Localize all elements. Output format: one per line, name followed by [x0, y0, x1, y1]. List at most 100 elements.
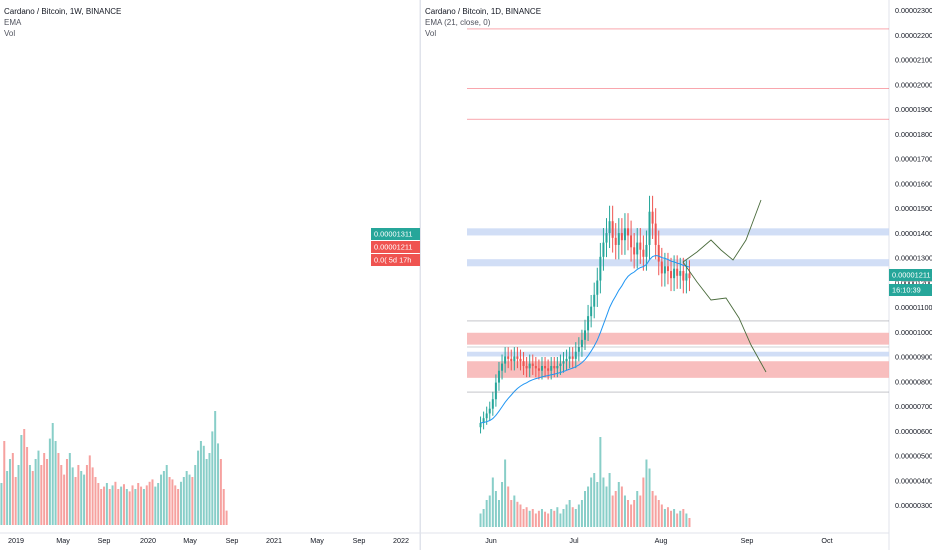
candle-body — [679, 271, 682, 276]
volume-bar — [28, 465, 31, 525]
volume-bar — [648, 468, 651, 527]
volume-bar — [627, 500, 630, 527]
volume-bar — [673, 509, 676, 527]
support-zone — [467, 259, 889, 267]
volume-bar — [676, 513, 679, 527]
candle-body — [593, 294, 596, 307]
volume-bar — [660, 504, 663, 527]
volume-bar — [504, 459, 507, 527]
volume-bar — [630, 504, 633, 527]
price-tick-label: 0.00000300 — [895, 501, 932, 510]
price-tick-label: 0.00000600 — [895, 427, 932, 436]
volume-bar — [148, 481, 151, 525]
volume-bar — [497, 500, 500, 527]
volume-bar — [188, 474, 191, 525]
volume-bar — [137, 483, 140, 525]
volume-bar — [645, 459, 648, 527]
volume-bar — [507, 486, 510, 527]
volume-bar — [494, 491, 497, 527]
volume-bar — [525, 507, 528, 527]
time-tick-label: 2020 — [140, 536, 156, 545]
price-tick-label: 0.00000400 — [895, 476, 932, 485]
daily-chart-title: Cardano / Bitcoin, 1D, BINANCE — [425, 7, 542, 16]
time-tick-label: 2022 — [393, 536, 409, 545]
daily-chart-pane[interactable]: 0.00002300 0.00002200 0.00002100 0.00002000… — [421, 0, 932, 550]
candle-body — [519, 358, 522, 362]
volume-bar — [491, 477, 494, 527]
volume-bar — [587, 486, 590, 527]
resistance-zone — [467, 332, 889, 345]
volume-bar — [682, 509, 685, 527]
candle-body — [540, 365, 543, 371]
price-tag — [371, 228, 420, 240]
candle-body — [550, 365, 553, 371]
candle-body — [528, 363, 531, 369]
volume-bar — [556, 507, 559, 527]
price-tick-label: 0.00002000 — [895, 80, 932, 89]
time-tick-label: Aug — [655, 536, 668, 545]
pane-divider[interactable] — [420, 0, 421, 550]
candle-body — [599, 256, 602, 281]
volume-bar — [528, 510, 531, 527]
time-tick-label: Jun — [485, 536, 497, 545]
price-tick-label: 0.00001500 — [895, 204, 932, 213]
bearish-projection-path — [682, 261, 767, 373]
price-tag-label: 0.00001211 — [374, 243, 413, 252]
price-tag-label: 0.00001211 — [892, 271, 931, 280]
volume-bar — [46, 459, 49, 525]
volume-bar — [510, 500, 513, 527]
volume-bar — [177, 489, 180, 525]
price-tick-label: 0.00001400 — [895, 229, 932, 238]
volume-bar — [633, 500, 636, 527]
bullish-projection-path — [682, 199, 762, 263]
time-tick-label: Sep — [226, 536, 239, 545]
volume-bar — [577, 504, 580, 527]
volume-bar — [77, 465, 80, 525]
candle-body — [507, 356, 510, 359]
price-tag — [371, 254, 420, 266]
weekly-chart-pane[interactable]: 0.000032000.000030000.000028000.00002600… — [0, 0, 420, 550]
candle-body — [584, 330, 586, 340]
candle-body — [682, 271, 685, 281]
volume-bar — [534, 513, 537, 527]
candle-body — [580, 339, 583, 347]
volume-bar — [105, 483, 108, 525]
volume-bar — [219, 459, 222, 525]
volume-bar — [544, 511, 547, 527]
weekly-vol-label: Vol — [4, 29, 16, 38]
volume-bar — [26, 447, 29, 525]
volume-bar — [85, 465, 88, 525]
volume-bar — [14, 477, 17, 525]
volume-bar — [37, 450, 40, 525]
candle-body — [590, 306, 593, 317]
price-tick-label: 0.00001000 — [895, 328, 932, 337]
weekly-chart-canvas[interactable]: 0.000032000.000030000.000028000.00002600… — [0, 0, 420, 550]
candle-body — [685, 273, 688, 281]
volume-bar — [168, 477, 171, 525]
volume-bar — [74, 477, 77, 525]
candle-body — [639, 242, 642, 250]
candle-body — [651, 211, 654, 224]
volume-bar — [162, 471, 165, 525]
volume-bar — [103, 486, 106, 525]
volume-bar — [614, 491, 617, 527]
volume-bar — [6, 471, 9, 525]
ema-line — [480, 254, 690, 424]
volume-bar — [642, 477, 645, 527]
candle-body — [556, 365, 559, 369]
volume-bar — [670, 510, 673, 527]
candle-body — [611, 221, 614, 238]
volume-bar — [688, 518, 691, 527]
volume-bar — [225, 510, 228, 525]
candle-body — [605, 233, 608, 243]
candle-body — [666, 266, 669, 272]
volume-bar — [501, 482, 504, 527]
candle-body — [602, 242, 605, 257]
volume-bar — [685, 513, 688, 527]
candle-body — [673, 268, 676, 279]
volume-bar — [111, 485, 114, 525]
weekly-chart-title: Cardano / Bitcoin, 1W, BINANCE — [4, 7, 122, 16]
candle-body — [670, 271, 673, 279]
volume-bar — [620, 486, 623, 527]
daily-chart-canvas[interactable]: 0.00002300 0.00002200 0.00002100 0.00002000… — [421, 0, 932, 550]
